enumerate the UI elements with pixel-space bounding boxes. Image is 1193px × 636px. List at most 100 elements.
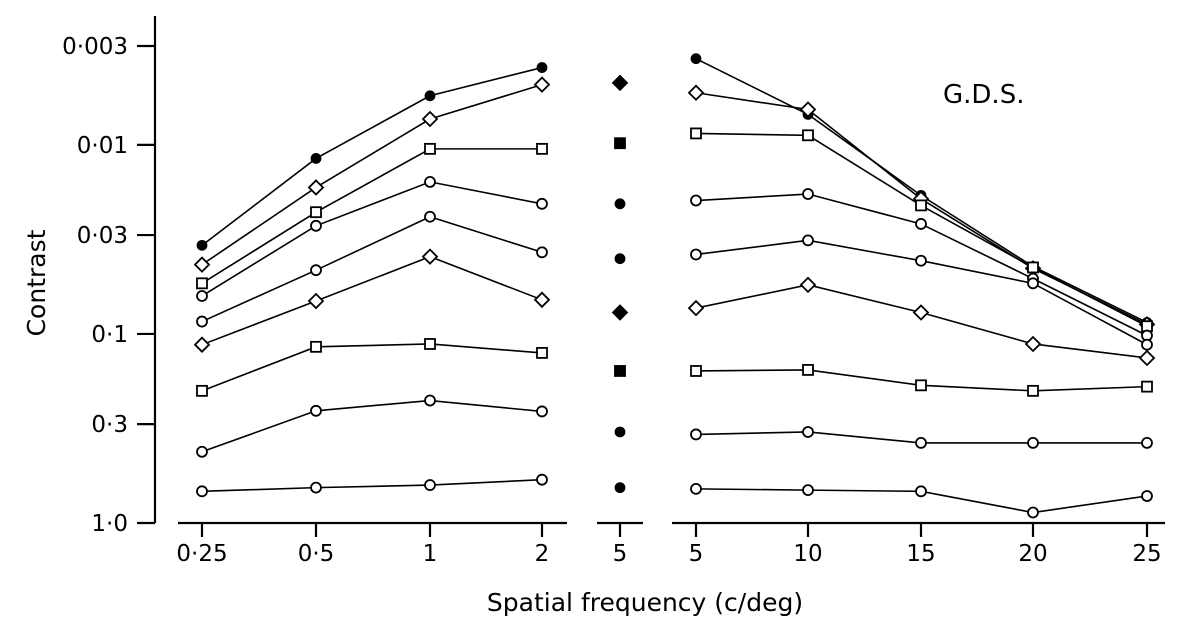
data-point-circle	[614, 482, 626, 494]
x-tick-label: 2	[535, 541, 550, 567]
y-tick-label: 0·1	[91, 322, 128, 348]
series-line	[201, 66, 543, 246]
data-point-square	[424, 338, 436, 350]
data-point-square	[915, 199, 927, 212]
data-point-square	[310, 206, 322, 219]
x-tick-label: 25	[1132, 541, 1161, 567]
data-point-circle	[196, 239, 208, 251]
data-point-circle	[690, 194, 702, 207]
data-point-diamond	[193, 256, 211, 273]
data-point-circle	[310, 153, 322, 164]
data-point-diamond	[307, 292, 325, 310]
series-line	[201, 215, 543, 323]
data-point-diamond	[687, 299, 705, 317]
data-point-square	[614, 365, 626, 377]
x-tick-label: 15	[906, 541, 935, 567]
data-point-circle	[802, 188, 814, 200]
x-tick-label: 5	[689, 541, 704, 567]
data-point-circle	[310, 481, 322, 494]
data-point-circle	[536, 62, 548, 73]
x-tick-label: 20	[1018, 541, 1047, 567]
data-point-square	[424, 142, 436, 155]
series-line	[201, 83, 543, 266]
series-line	[201, 255, 543, 346]
series-line	[201, 478, 543, 493]
data-point-circle	[802, 484, 814, 497]
data-point-square	[802, 129, 814, 142]
series-lines	[201, 57, 1148, 514]
series-line	[201, 399, 543, 453]
data-point-circle	[536, 197, 548, 210]
data-point-circle	[614, 198, 626, 210]
y-tick-label: 1·0	[91, 511, 128, 537]
data-point-square	[1141, 380, 1153, 393]
data-point-circle	[690, 248, 702, 261]
data-point-diamond	[912, 304, 930, 321]
data-point-square	[536, 347, 548, 359]
data-point-diamond	[533, 291, 551, 309]
data-point-circle	[802, 234, 814, 247]
data-point-circle	[1027, 277, 1039, 290]
data-point-circle	[1141, 490, 1153, 502]
data-point-diamond	[193, 336, 211, 353]
data-point-circle	[196, 315, 208, 328]
series-line	[201, 181, 543, 297]
data-point-diamond	[533, 76, 551, 93]
x-tick-label: 0·25	[176, 541, 227, 567]
data-point-square	[1027, 384, 1039, 397]
data-point-circle	[536, 405, 548, 418]
data-point-square	[802, 364, 814, 376]
series-line	[201, 148, 542, 285]
data-point-circle	[196, 290, 208, 302]
data-point-square	[196, 277, 208, 290]
data-point-circle	[310, 219, 322, 232]
data-point-circle	[424, 479, 436, 491]
data-point-diamond	[421, 248, 439, 265]
y-tick-label: 0·01	[77, 133, 128, 159]
data-point-circle	[424, 90, 436, 102]
data-point-circle	[690, 428, 702, 441]
data-point-circle	[536, 473, 548, 486]
data-point-square	[310, 340, 322, 353]
data-point-diamond	[611, 74, 629, 92]
data-markers	[193, 53, 1156, 519]
data-point-square	[690, 127, 702, 140]
axes	[137, 16, 1165, 537]
data-point-diamond	[421, 110, 439, 128]
data-point-square	[536, 142, 548, 155]
x-tick-label: 5	[613, 541, 628, 567]
data-point-circle	[1141, 338, 1153, 351]
y-tick-label: 0·03	[77, 223, 128, 249]
series-line	[201, 343, 543, 392]
data-point-square	[196, 384, 208, 397]
data-point-square	[690, 365, 702, 377]
x-tick-label: 10	[793, 541, 822, 567]
data-point-circle	[536, 246, 548, 259]
data-point-circle	[1027, 436, 1039, 449]
data-point-circle	[915, 485, 927, 498]
data-point-diamond	[799, 276, 817, 294]
y-tick-label: 0·003	[62, 34, 128, 60]
data-point-circle	[802, 426, 814, 438]
x-tick-label: 0·5	[298, 541, 335, 567]
data-point-circle	[614, 253, 626, 265]
data-point-circle	[310, 404, 322, 417]
x-tick-label: 1	[423, 541, 438, 567]
data-point-circle	[915, 254, 927, 267]
data-point-circle	[310, 264, 322, 277]
data-point-circle	[1027, 506, 1039, 519]
x-axis-title: Spatial frequency (c/deg)	[487, 588, 803, 617]
y-axis-title: Contrast	[22, 229, 51, 336]
data-point-diamond	[611, 304, 629, 321]
data-point-square	[915, 379, 927, 392]
data-point-diamond	[1024, 335, 1042, 353]
data-point-circle	[424, 210, 436, 223]
data-point-circle	[196, 485, 208, 498]
data-point-circle	[915, 218, 927, 230]
data-point-diamond	[1138, 349, 1156, 367]
data-point-diamond	[687, 84, 705, 102]
data-point-circle	[915, 436, 927, 449]
data-point-circle	[690, 482, 702, 495]
